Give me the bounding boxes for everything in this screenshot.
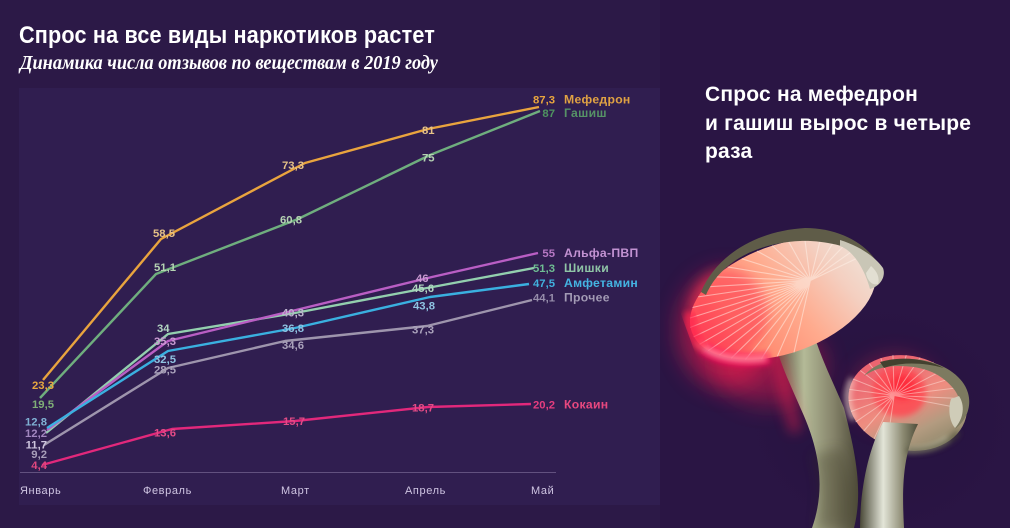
svg-text:23,3: 23,3 [32,380,54,392]
svg-text:40,3: 40,3 [282,308,304,320]
svg-text:28,5: 28,5 [154,365,176,377]
svg-text:73,3: 73,3 [282,160,304,172]
svg-text:Февраль: Февраль [143,485,192,497]
svg-text:45,6: 45,6 [412,283,434,295]
svg-text:44,1: 44,1 [533,293,555,305]
svg-text:Январь: Январь [20,485,61,497]
svg-text:32,5: 32,5 [154,354,176,366]
svg-text:46: 46 [416,273,429,285]
svg-text:9,2: 9,2 [31,449,47,461]
svg-text:18,7: 18,7 [412,403,434,415]
svg-text:34: 34 [157,323,170,335]
svg-text:Мефедрон: Мефедрон [564,93,631,107]
svg-text:51,3: 51,3 [533,263,555,275]
svg-text:37,3: 37,3 [412,325,434,337]
svg-text:11,7: 11,7 [26,440,47,452]
svg-text:12,2: 12,2 [25,428,47,440]
svg-text:87,3: 87,3 [533,95,555,107]
svg-text:20,2: 20,2 [533,400,555,412]
svg-text:Амфетамин: Амфетамин [564,276,638,290]
svg-text:Март: Март [281,485,310,497]
svg-text:51,1: 51,1 [154,262,176,274]
svg-text:58,5: 58,5 [153,228,175,240]
svg-text:36,8: 36,8 [282,323,304,335]
svg-text:Май: Май [531,485,554,497]
svg-text:60,8: 60,8 [280,215,302,227]
svg-text:Кокаин: Кокаин [564,398,608,412]
svg-text:87: 87 [542,108,555,120]
svg-text:75: 75 [422,153,435,165]
svg-text:4,4: 4,4 [31,460,47,472]
svg-text:81: 81 [422,125,435,137]
svg-text:Альфа-ПВП: Альфа-ПВП [564,246,639,260]
svg-text:Апрель: Апрель [405,485,446,497]
svg-text:19,5: 19,5 [32,399,54,411]
svg-text:34,6: 34,6 [282,340,304,352]
svg-text:15,7: 15,7 [283,416,305,428]
svg-text:Гашиш: Гашиш [564,106,607,120]
svg-text:Шишки: Шишки [564,261,609,275]
svg-text:55: 55 [542,248,555,260]
svg-text:43,8: 43,8 [413,301,435,313]
svg-text:12,8: 12,8 [25,417,47,429]
svg-text:13,6: 13,6 [154,428,176,440]
svg-text:Прочее: Прочее [564,291,610,305]
svg-text:35,3: 35,3 [154,336,176,348]
svg-text:47,5: 47,5 [533,278,555,290]
